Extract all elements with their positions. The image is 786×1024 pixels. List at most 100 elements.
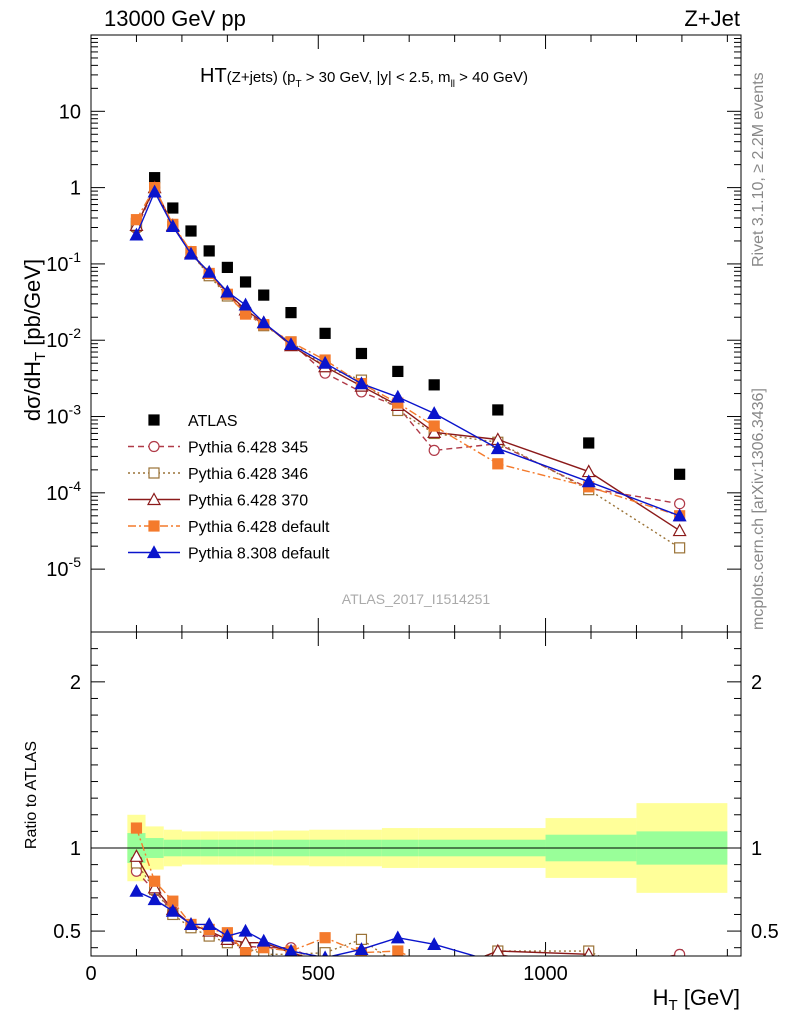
data-point	[428, 420, 440, 432]
legend-marker	[148, 467, 160, 479]
data-point	[427, 425, 442, 438]
data-point	[672, 508, 687, 522]
mcplots-label: mcplots.cern.ch [arXiv:1306.3436]	[750, 388, 767, 630]
energy-label: 13000 GeV pp	[104, 6, 246, 31]
data-point	[428, 379, 440, 391]
ratio-point	[358, 955, 365, 956]
data-point	[581, 474, 596, 488]
data-point	[319, 327, 331, 339]
ratio-point	[220, 928, 235, 942]
data-point	[203, 245, 215, 257]
data-point	[390, 389, 405, 403]
data-point	[183, 246, 199, 260]
y-tick-label: 10-4	[46, 478, 81, 505]
data-point	[285, 307, 297, 319]
legend-marker	[148, 414, 160, 426]
y-tick-label: 10-3	[46, 402, 81, 429]
ratio-point	[256, 933, 271, 947]
main-title: HT(Z+jets) (pT > 30 GeV, |y| < 2.5, mll …	[200, 65, 528, 90]
data-point	[672, 523, 687, 537]
data-point	[130, 214, 143, 226]
data-point	[354, 376, 369, 390]
main-frame	[90, 34, 742, 633]
y-tick-label: 10	[59, 101, 81, 123]
data-point	[185, 225, 197, 237]
data-point	[427, 406, 442, 419]
legend-label: ATLAS	[188, 413, 238, 430]
legend: ATLAS Pythia 6.428 345 Pythia 6.428 346 Pyt…	[128, 413, 330, 563]
series-atlas	[130, 172, 686, 480]
ratio-y-tick-label-right: 0.5	[751, 921, 779, 943]
data-point	[258, 289, 270, 301]
series-line	[135, 190, 680, 517]
ratio-point	[583, 947, 594, 956]
legend-label: Pythia 6.428 345	[188, 440, 308, 457]
ratio-frame	[90, 631, 742, 957]
ratio-point	[183, 917, 199, 931]
ratio-point	[147, 892, 162, 906]
series-pythia-8-308-default	[129, 184, 687, 522]
data-point	[220, 284, 235, 298]
ratio-point	[238, 923, 253, 937]
main-marks	[129, 172, 687, 554]
legend-marker	[146, 545, 162, 559]
data-point	[355, 347, 368, 360]
ratio-point	[149, 875, 161, 887]
legend-marker	[148, 440, 160, 453]
x-tick-label: 1000	[523, 963, 568, 985]
y-tick-label: 10-1	[46, 249, 81, 276]
ratio-y-label: Ratio to ATLAS	[23, 741, 40, 849]
main-y-label: dσ/dHT [pb/GeV]	[20, 259, 49, 421]
ratio-point	[129, 883, 144, 897]
data-point	[167, 202, 179, 214]
data-point	[202, 264, 217, 278]
ratio-point	[354, 942, 369, 955]
ratio-y-tick-label-right: 1	[751, 838, 762, 860]
main-panel: 10-5 10-4 10-3 10-2 10-1 1 10 HT(Z+jets) (pT >…	[20, 34, 742, 633]
ratio-ticks: 0.5 0.5 1 1 2 2 0 500 1000	[53, 632, 779, 985]
data-point	[583, 437, 595, 449]
data-point	[129, 227, 144, 241]
ratio-point	[284, 943, 298, 956]
ratio-point	[129, 849, 144, 862]
data-point	[674, 498, 686, 510]
ratio-point	[130, 822, 143, 834]
ratio-point	[491, 943, 505, 956]
data-point	[674, 542, 686, 554]
ratio-y-tick-label-right: 2	[751, 672, 762, 694]
data-point	[490, 441, 505, 455]
data-point	[147, 184, 162, 198]
data-point	[165, 219, 180, 233]
ratio-bands	[91, 803, 741, 893]
ratio-point	[674, 948, 686, 956]
data-point	[318, 355, 333, 369]
ratio-y-tick-label: 2	[70, 672, 81, 694]
legend-label: Pythia 6.428 346	[188, 466, 308, 483]
rivet-label: Rivet 3.1.10, ≥ 2.2M events	[750, 72, 767, 267]
data-point	[492, 458, 504, 470]
x-tick-label: 0	[85, 963, 96, 985]
data-point	[239, 276, 252, 288]
ratio-line	[136, 890, 478, 956]
y-tick-label: 1	[70, 178, 81, 200]
y-tick-label: 10-5	[46, 554, 81, 581]
main-y-ticks: 10-5 10-4 10-3 10-2 10-1 1 10	[46, 34, 741, 632]
ratio-y-tick-label: 0.5	[53, 921, 81, 943]
data-point	[283, 337, 299, 351]
x-tick-label: 500	[302, 963, 335, 985]
ratio-y-tick-label: 1	[70, 838, 81, 860]
ratio-point	[427, 937, 442, 950]
ratio-point	[390, 930, 405, 944]
process-label: Z+Jet	[684, 6, 740, 31]
x-axis-label: HT [GeV]	[653, 985, 740, 1014]
ratio-series-pythia-8-308-default	[129, 883, 478, 956]
data-point	[392, 365, 404, 378]
legend-label: Pythia 6.428 default	[188, 519, 330, 536]
ratio-point	[319, 932, 331, 944]
data-point	[492, 404, 504, 416]
ratio-line	[135, 827, 411, 956]
data-point	[221, 261, 233, 274]
ratio-point	[322, 950, 329, 956]
data-point	[428, 444, 440, 456]
